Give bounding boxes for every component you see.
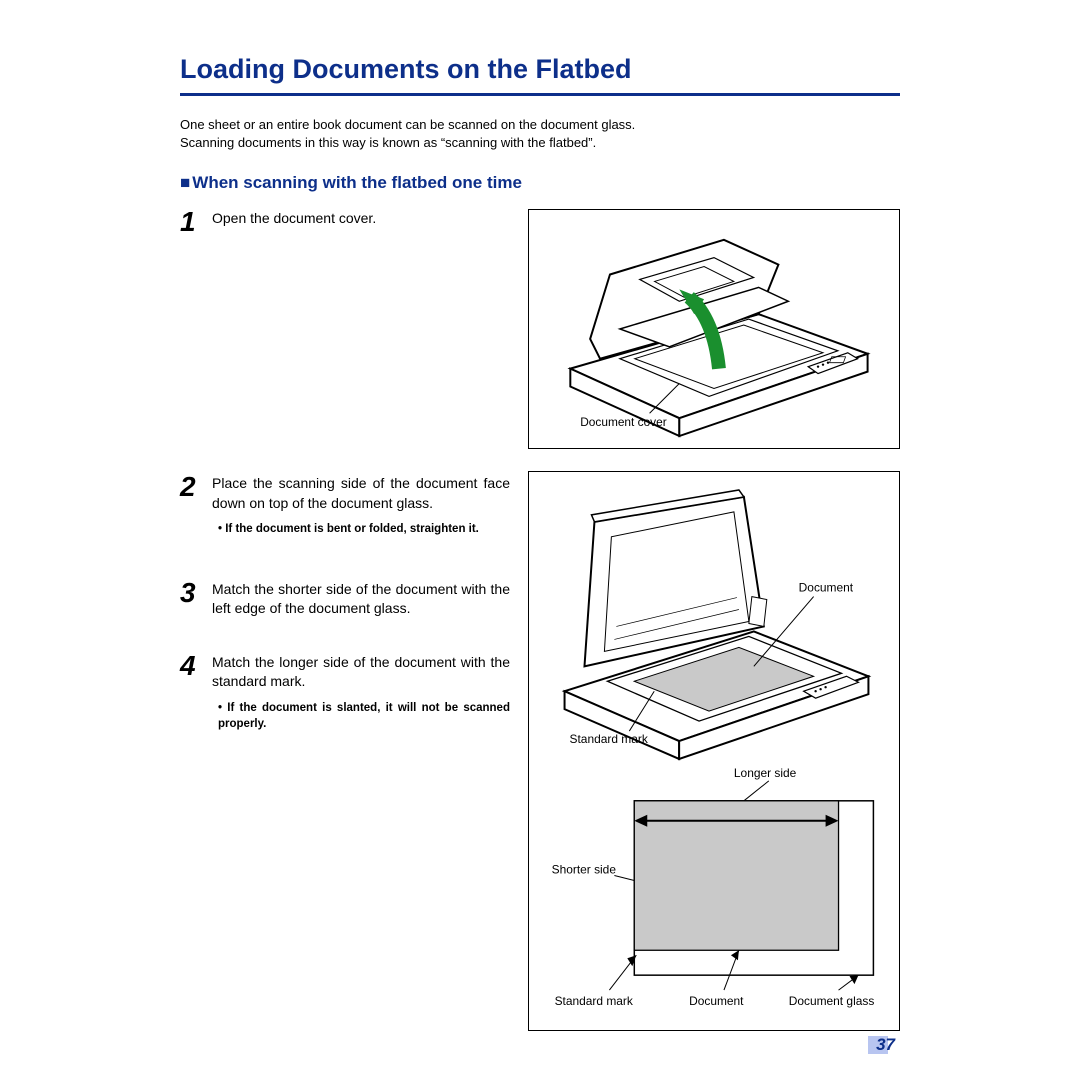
figures-column: Document cover (528, 209, 900, 1031)
step-text: Match the shorter side of the document w… (212, 580, 510, 619)
step-1: 1 Open the document cover. (180, 209, 510, 234)
section-subtitle: ■When scanning with the flatbed one time (180, 173, 900, 193)
label-document: Document (799, 581, 854, 595)
step-3-body: Match the shorter side of the document w… (212, 581, 510, 617)
label-standard-mark: Standard mark (570, 732, 648, 746)
step-number: 2 (180, 474, 202, 537)
step-number: 1 (180, 209, 202, 234)
step-number: 3 (180, 580, 202, 619)
label-document-cover: Document cover (580, 415, 667, 429)
step-text: Place the scanning side of the document … (212, 474, 510, 537)
intro-line-2: Scanning documents in this way is known … (180, 135, 596, 150)
scanner-open-cover-illustration: Document cover (539, 220, 889, 438)
step-number: 4 (180, 653, 202, 732)
page-number-text: 37 (876, 1035, 895, 1055)
page-number: 37 (868, 1035, 895, 1055)
scanner-placement-illustration: Document Standard mark Lo (539, 482, 889, 1020)
page-title: Loading Documents on the Flatbed (180, 54, 900, 85)
label-shorter-side: Shorter side (552, 863, 617, 877)
bullet-square-icon: ■ (180, 173, 190, 192)
label-document-bottom: Document (689, 994, 744, 1008)
step-text: Match the longer side of the document wi… (212, 653, 510, 732)
figure-1: Document cover (528, 209, 900, 449)
label-document-glass: Document glass (789, 994, 875, 1008)
step-2-body: Place the scanning side of the document … (212, 475, 510, 511)
figure-2: Document Standard mark Lo (528, 471, 900, 1031)
label-standard-mark-bottom: Standard mark (555, 994, 633, 1008)
step-1-body: Open the document cover. (212, 210, 376, 226)
step-4-note: If the document is slanted, it will not … (212, 700, 510, 732)
step-text: Open the document cover. (212, 209, 510, 234)
intro-line-1: One sheet or an entire book document can… (180, 117, 635, 132)
step-4-body: Match the longer side of the document wi… (212, 654, 510, 690)
step-4: 4 Match the longer side of the document … (180, 653, 510, 732)
intro-text: One sheet or an entire book document can… (180, 116, 900, 151)
label-longer-side: Longer side (734, 766, 797, 780)
step-2-note: If the document is bent or folded, strai… (212, 521, 510, 537)
steps-column: 1 Open the document cover. 2 Place the s… (180, 209, 510, 1031)
title-rule (180, 93, 900, 96)
step-3: 3 Match the shorter side of the document… (180, 580, 510, 619)
subtitle-text: When scanning with the flatbed one time (192, 173, 522, 192)
step-2: 2 Place the scanning side of the documen… (180, 474, 510, 537)
